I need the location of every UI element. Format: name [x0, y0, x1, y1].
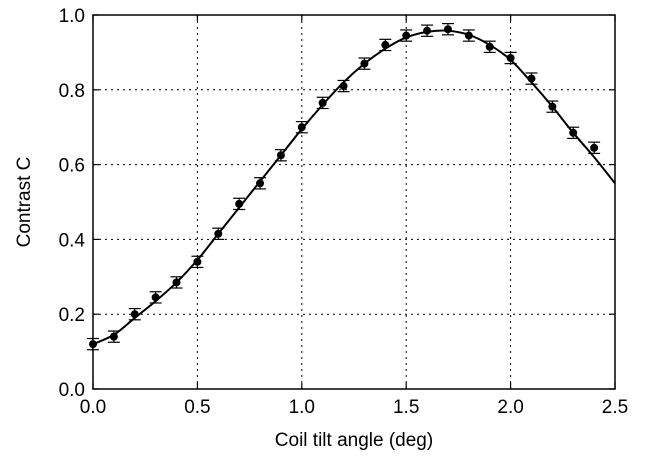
data-point — [128, 307, 141, 321]
data-point — [337, 79, 350, 93]
data-point — [274, 149, 287, 162]
y-tick-label: 1.0 — [59, 6, 85, 27]
data-point — [191, 255, 204, 269]
data-point — [421, 24, 434, 37]
data-point-marker — [235, 199, 244, 208]
y-axis-label: Contrast C — [14, 157, 35, 248]
x-tick-label: 1.5 — [393, 397, 419, 418]
data-point — [149, 291, 162, 304]
data-point — [567, 126, 580, 140]
plot-frame — [92, 14, 616, 390]
data-point-marker — [256, 179, 265, 188]
data-point-marker — [318, 98, 327, 107]
data-point-marker — [485, 42, 494, 51]
x-tick-label: 0.0 — [80, 397, 106, 418]
data-point-marker — [109, 332, 118, 341]
y-tick-label: 0.4 — [59, 230, 86, 251]
data-point — [483, 40, 496, 54]
data-point — [170, 276, 183, 289]
data-point-marker — [443, 25, 452, 34]
data-point — [233, 197, 246, 211]
y-tick-label: 0.2 — [59, 305, 85, 326]
data-point-marker — [402, 31, 411, 40]
data-point-marker — [464, 31, 473, 40]
data-point — [441, 23, 454, 36]
data-point-marker — [172, 278, 181, 287]
y-tick-label: 0.8 — [59, 81, 85, 102]
fit-curve — [92, 29, 616, 346]
data-point-marker — [193, 257, 202, 266]
data-point — [462, 29, 475, 42]
data-point — [379, 38, 392, 52]
data-point-marker — [527, 74, 536, 83]
x-tick-label: 2.5 — [602, 397, 628, 418]
data-point — [316, 96, 329, 110]
data-point — [546, 100, 559, 113]
axis-ticks: 0.0 0.5 1.0 1.5 2.0 2.5 0.0 0.2 0.4 0.6 0.8 1.0 — [59, 6, 629, 418]
y-tick-label: 0.0 — [59, 380, 85, 401]
x-tick-label: 2.0 — [497, 397, 523, 418]
fit-curve-layer — [92, 29, 616, 346]
data-point — [212, 227, 225, 240]
data-point-marker — [569, 128, 578, 137]
data-point-marker — [506, 54, 515, 63]
data-point-marker — [381, 40, 390, 49]
data-point-marker — [590, 143, 599, 152]
y-tick-label: 0.6 — [59, 156, 85, 177]
data-point-marker — [214, 229, 223, 238]
data-point — [504, 51, 517, 65]
data-point — [525, 72, 538, 85]
data-point-marker — [360, 59, 369, 68]
data-point — [358, 57, 371, 70]
data-point — [400, 29, 413, 42]
data-point-marker — [423, 26, 432, 35]
data-point-marker — [276, 151, 285, 160]
x-axis-label: Coil tilt angle (deg) — [275, 430, 433, 451]
data-point — [254, 177, 267, 190]
x-tick-label: 0.5 — [184, 397, 210, 418]
data-point — [295, 120, 308, 134]
data-point-marker — [297, 123, 306, 132]
data-point — [588, 141, 601, 154]
data-point — [107, 330, 120, 343]
grid — [93, 15, 615, 389]
data-point-marker — [548, 102, 557, 111]
data-points-layer — [87, 23, 601, 351]
x-tick-label: 1.0 — [289, 397, 315, 418]
data-point-marker — [151, 293, 160, 302]
data-point-marker — [339, 82, 348, 91]
data-point-marker — [130, 310, 139, 319]
